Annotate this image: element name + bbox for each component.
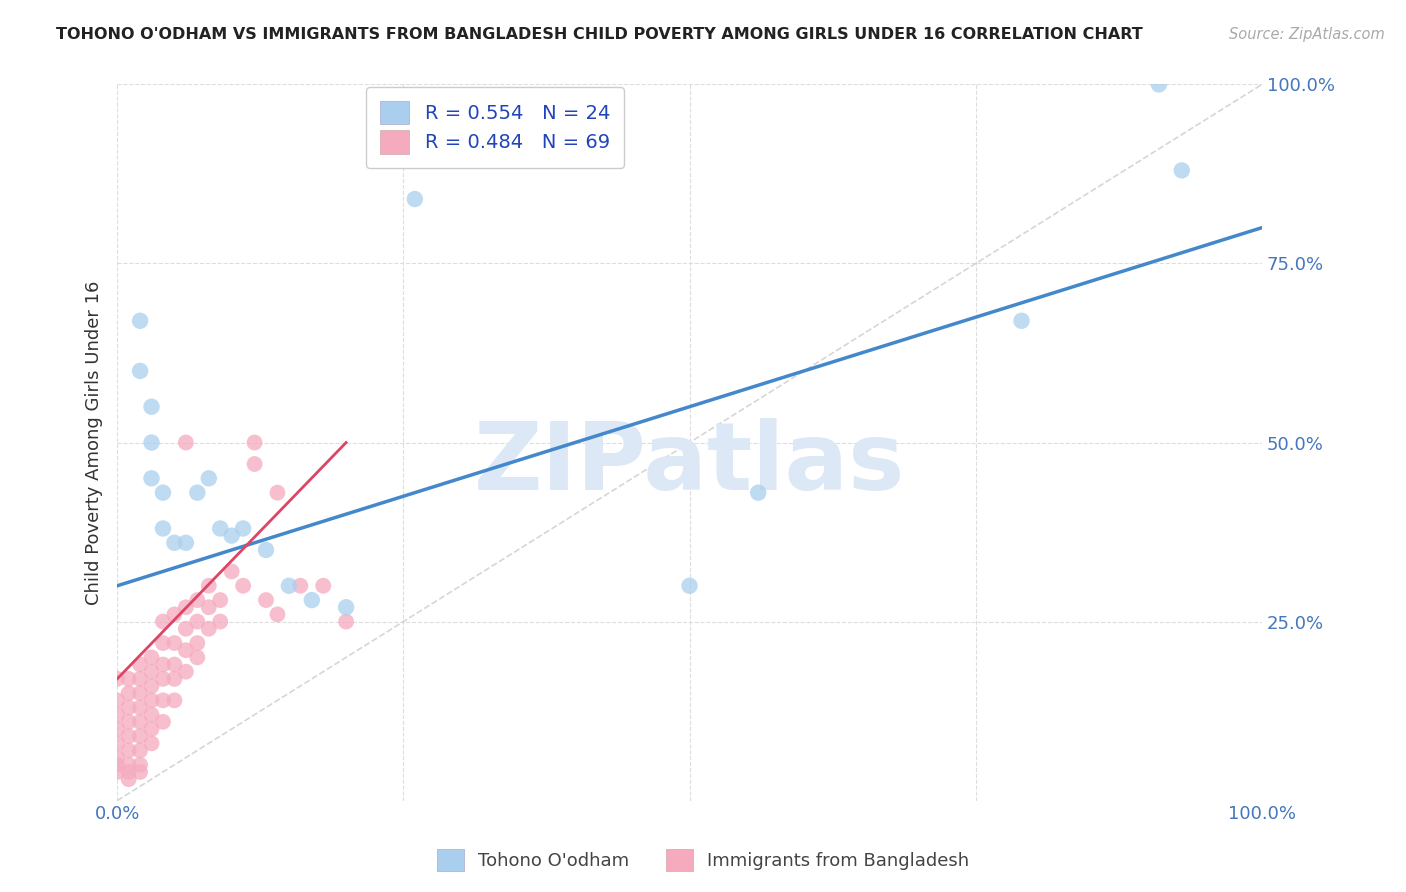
Point: [747, 485, 769, 500]
Point: [141, 471, 163, 485]
Point: [129, 657, 152, 672]
Point: [141, 665, 163, 679]
Text: TOHONO O'ODHAM VS IMMIGRANTS FROM BANGLADESH CHILD POVERTY AMONG GIRLS UNDER 16 : TOHONO O'ODHAM VS IMMIGRANTS FROM BANGLA…: [56, 27, 1143, 42]
Point: [105, 736, 128, 750]
Point: [335, 600, 357, 615]
Legend: R = 0.554   N = 24, R = 0.484   N = 69: R = 0.554 N = 24, R = 0.484 N = 69: [367, 87, 624, 168]
Point: [117, 700, 139, 714]
Point: [141, 679, 163, 693]
Point: [174, 536, 197, 550]
Point: [152, 714, 174, 729]
Point: [117, 772, 139, 786]
Point: [152, 672, 174, 686]
Point: [129, 729, 152, 743]
Point: [243, 435, 266, 450]
Point: [1147, 78, 1170, 92]
Point: [141, 693, 163, 707]
Point: [404, 192, 426, 206]
Point: [266, 607, 288, 622]
Point: [209, 593, 232, 607]
Text: ZIPatlas: ZIPatlas: [474, 418, 905, 510]
Point: [1171, 163, 1194, 178]
Point: [129, 757, 152, 772]
Point: [152, 693, 174, 707]
Point: [129, 686, 152, 700]
Point: [129, 714, 152, 729]
Point: [141, 400, 163, 414]
Point: [254, 593, 277, 607]
Point: [221, 565, 243, 579]
Point: [117, 743, 139, 757]
Point: [174, 643, 197, 657]
Point: [186, 615, 208, 629]
Point: [117, 764, 139, 779]
Point: [141, 736, 163, 750]
Point: [163, 693, 186, 707]
Point: [129, 700, 152, 714]
Point: [232, 579, 254, 593]
Point: [243, 457, 266, 471]
Point: [152, 657, 174, 672]
Point: [277, 579, 299, 593]
Point: [129, 672, 152, 686]
Point: [105, 750, 128, 764]
Point: [197, 622, 219, 636]
Point: [163, 657, 186, 672]
Point: [129, 364, 152, 378]
Point: [335, 615, 357, 629]
Point: [678, 579, 700, 593]
Point: [266, 485, 288, 500]
Point: [197, 579, 219, 593]
Point: [163, 536, 186, 550]
Point: [186, 485, 208, 500]
Point: [290, 579, 312, 593]
Point: [141, 707, 163, 722]
Point: [254, 543, 277, 558]
Point: [117, 757, 139, 772]
Point: [197, 600, 219, 615]
Point: [117, 672, 139, 686]
Point: [141, 650, 163, 665]
Point: [105, 757, 128, 772]
Point: [152, 636, 174, 650]
Point: [186, 593, 208, 607]
Point: [163, 607, 186, 622]
Point: [105, 693, 128, 707]
Y-axis label: Child Poverty Among Girls Under 16: Child Poverty Among Girls Under 16: [86, 280, 103, 605]
Point: [105, 722, 128, 736]
Point: [141, 435, 163, 450]
Point: [105, 672, 128, 686]
Point: [186, 650, 208, 665]
Point: [129, 764, 152, 779]
Point: [117, 729, 139, 743]
Point: [186, 636, 208, 650]
Point: [141, 722, 163, 736]
Point: [174, 622, 197, 636]
Point: [174, 665, 197, 679]
Point: [152, 615, 174, 629]
Point: [105, 707, 128, 722]
Legend: Tohono O'odham, Immigrants from Bangladesh: Tohono O'odham, Immigrants from Banglade…: [430, 842, 976, 879]
Point: [163, 672, 186, 686]
Text: Source: ZipAtlas.com: Source: ZipAtlas.com: [1229, 27, 1385, 42]
Point: [105, 764, 128, 779]
Point: [129, 743, 152, 757]
Point: [174, 600, 197, 615]
Point: [209, 615, 232, 629]
Point: [152, 485, 174, 500]
Point: [129, 314, 152, 328]
Point: [1011, 314, 1033, 328]
Point: [209, 521, 232, 535]
Point: [174, 435, 197, 450]
Point: [197, 471, 219, 485]
Point: [232, 521, 254, 535]
Point: [117, 686, 139, 700]
Point: [152, 521, 174, 535]
Point: [221, 528, 243, 542]
Point: [117, 714, 139, 729]
Point: [301, 593, 323, 607]
Point: [312, 579, 335, 593]
Point: [163, 636, 186, 650]
